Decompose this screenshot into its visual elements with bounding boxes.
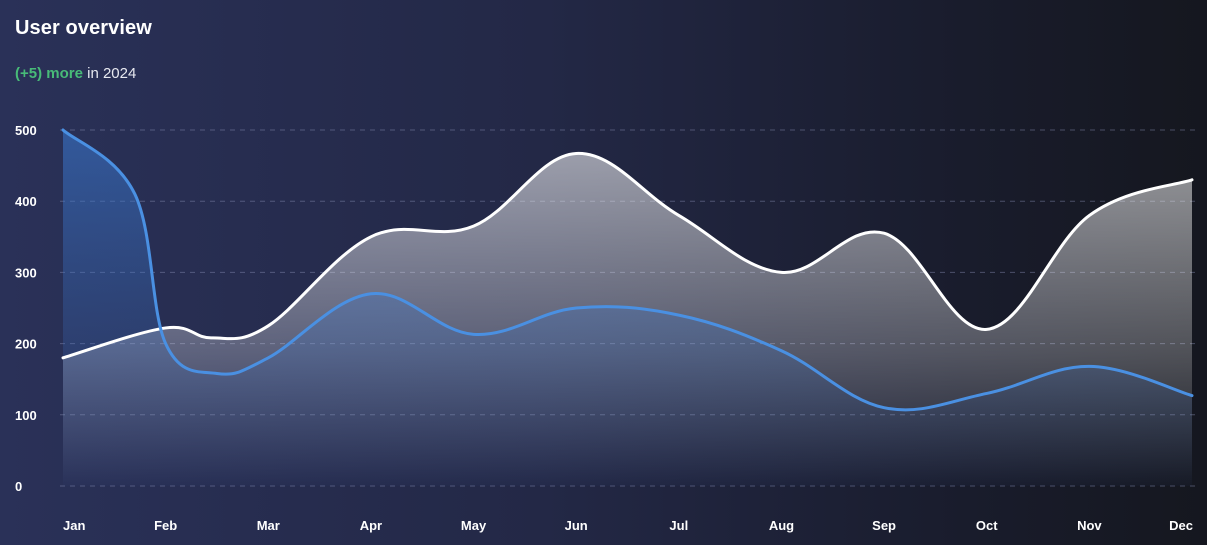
white-series-line (61, 151, 1194, 360)
subtitle-year-text: in 2024 (87, 65, 137, 82)
x-tick-label: Oct (976, 518, 998, 533)
x-tick-label: Aug (769, 518, 794, 533)
y-tick-label: 400 (15, 194, 37, 209)
y-tick-label: 0 (15, 479, 22, 494)
y-tick-label: 300 (15, 265, 37, 280)
growth-highlight: (+5) more (15, 65, 83, 82)
x-tick-label: Jul (669, 518, 688, 533)
x-tick-label: Mar (257, 518, 280, 533)
x-axis-ticks: Jan Feb Mar Apr May Jun Jul Aug Sep Oct Nov Dec (63, 518, 1193, 533)
x-tick-label: Feb (154, 518, 177, 533)
series-lines (61, 128, 1194, 412)
x-tick-label: Jun (565, 518, 588, 533)
blue-series-line (61, 128, 1194, 412)
x-tick-label: Jan (63, 518, 85, 533)
x-tick-label: May (461, 518, 487, 533)
chart-title: User overview (15, 17, 152, 39)
y-tick-label: 100 (15, 408, 37, 423)
x-tick-label: Nov (1077, 518, 1102, 533)
chart-subtitle: (+5) more in 2024 (15, 65, 136, 82)
x-tick-label: Sep (872, 518, 896, 533)
y-tick-label: 500 (15, 123, 37, 138)
x-tick-label: Dec (1169, 518, 1193, 533)
y-tick-label: 200 (15, 337, 37, 352)
y-axis-ticks: 0 100 200 300 400 500 (15, 123, 37, 494)
x-tick-label: Apr (360, 518, 382, 533)
